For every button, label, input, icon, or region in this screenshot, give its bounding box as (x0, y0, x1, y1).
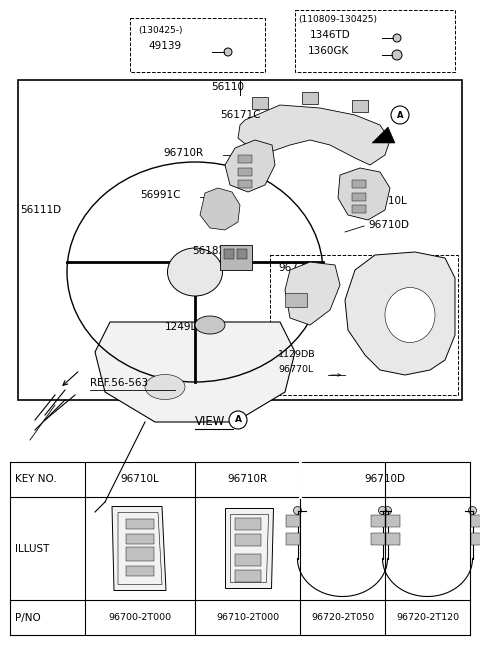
Text: 1249LD: 1249LD (165, 322, 205, 332)
Bar (352, 100, 368, 112)
Circle shape (379, 506, 386, 514)
Bar (352, 180, 366, 188)
Text: KEY NO.: KEY NO. (15, 474, 57, 485)
Text: 56171C: 56171C (220, 110, 261, 120)
Bar (224, 249, 234, 259)
Polygon shape (338, 168, 390, 220)
Bar (126, 565, 154, 575)
Polygon shape (285, 262, 340, 325)
Text: 96770L: 96770L (278, 365, 313, 374)
Bar (235, 554, 261, 565)
Bar (235, 533, 261, 546)
Text: 1346TD: 1346TD (310, 30, 351, 40)
Circle shape (384, 506, 392, 514)
Bar (302, 92, 318, 104)
Text: 56991C: 56991C (140, 190, 180, 200)
Polygon shape (226, 508, 274, 588)
Bar (235, 518, 261, 529)
Bar (285, 293, 307, 307)
Text: 96770R: 96770R (278, 263, 318, 273)
Text: A: A (397, 110, 403, 119)
Bar (286, 533, 300, 544)
Text: VIEW: VIEW (195, 415, 226, 428)
Bar (126, 518, 154, 529)
Polygon shape (372, 127, 395, 143)
Circle shape (224, 48, 232, 56)
Bar (385, 533, 399, 544)
Bar (371, 533, 384, 544)
Bar (470, 533, 480, 544)
Bar (352, 193, 366, 201)
Ellipse shape (195, 316, 225, 334)
Text: 56182: 56182 (192, 246, 225, 256)
Bar (252, 97, 268, 109)
Bar (126, 533, 154, 544)
Ellipse shape (385, 287, 435, 342)
Bar (238, 155, 252, 163)
Circle shape (468, 506, 477, 514)
Polygon shape (112, 506, 166, 590)
Text: 96710D: 96710D (368, 220, 409, 230)
Text: 96700-2T000: 96700-2T000 (108, 613, 171, 622)
Text: A: A (235, 415, 241, 424)
Text: 96710D: 96710D (364, 474, 406, 485)
Bar (385, 514, 399, 527)
Bar (235, 569, 261, 581)
Text: 96720-2T120: 96720-2T120 (396, 613, 459, 622)
Text: 96710R: 96710R (163, 148, 203, 158)
Bar (220, 245, 252, 270)
Polygon shape (200, 188, 240, 230)
Polygon shape (238, 105, 390, 165)
Polygon shape (95, 322, 295, 422)
Circle shape (293, 506, 301, 514)
Bar (238, 180, 252, 188)
Text: 96710L: 96710L (368, 196, 407, 206)
Text: (110809-130425): (110809-130425) (298, 15, 377, 24)
Text: 96710L: 96710L (120, 474, 159, 485)
Text: ILLUST: ILLUST (15, 544, 49, 554)
Bar (126, 546, 154, 560)
Bar (238, 168, 252, 176)
Text: REF.56-563: REF.56-563 (90, 378, 148, 388)
Text: 96720-2T050: 96720-2T050 (311, 613, 374, 622)
Text: (130425-): (130425-) (138, 26, 182, 35)
Ellipse shape (168, 248, 223, 296)
Circle shape (391, 106, 409, 124)
Text: 1360GK: 1360GK (308, 46, 349, 56)
Bar (352, 205, 366, 213)
Text: 1129DB: 1129DB (278, 350, 316, 359)
Circle shape (393, 34, 401, 42)
Polygon shape (345, 252, 455, 375)
Circle shape (392, 50, 402, 60)
Ellipse shape (145, 375, 185, 400)
Text: 49139: 49139 (148, 41, 181, 51)
Text: 96710R: 96710R (228, 474, 267, 485)
Text: P/NO: P/NO (15, 613, 41, 623)
Bar (371, 514, 384, 527)
Bar (286, 514, 300, 527)
Bar (470, 514, 480, 527)
Text: 96710-2T000: 96710-2T000 (216, 613, 279, 622)
Text: 56110: 56110 (212, 82, 244, 92)
Bar (237, 249, 247, 259)
Text: 56111D: 56111D (20, 205, 61, 215)
Circle shape (229, 411, 247, 429)
Polygon shape (225, 140, 275, 192)
